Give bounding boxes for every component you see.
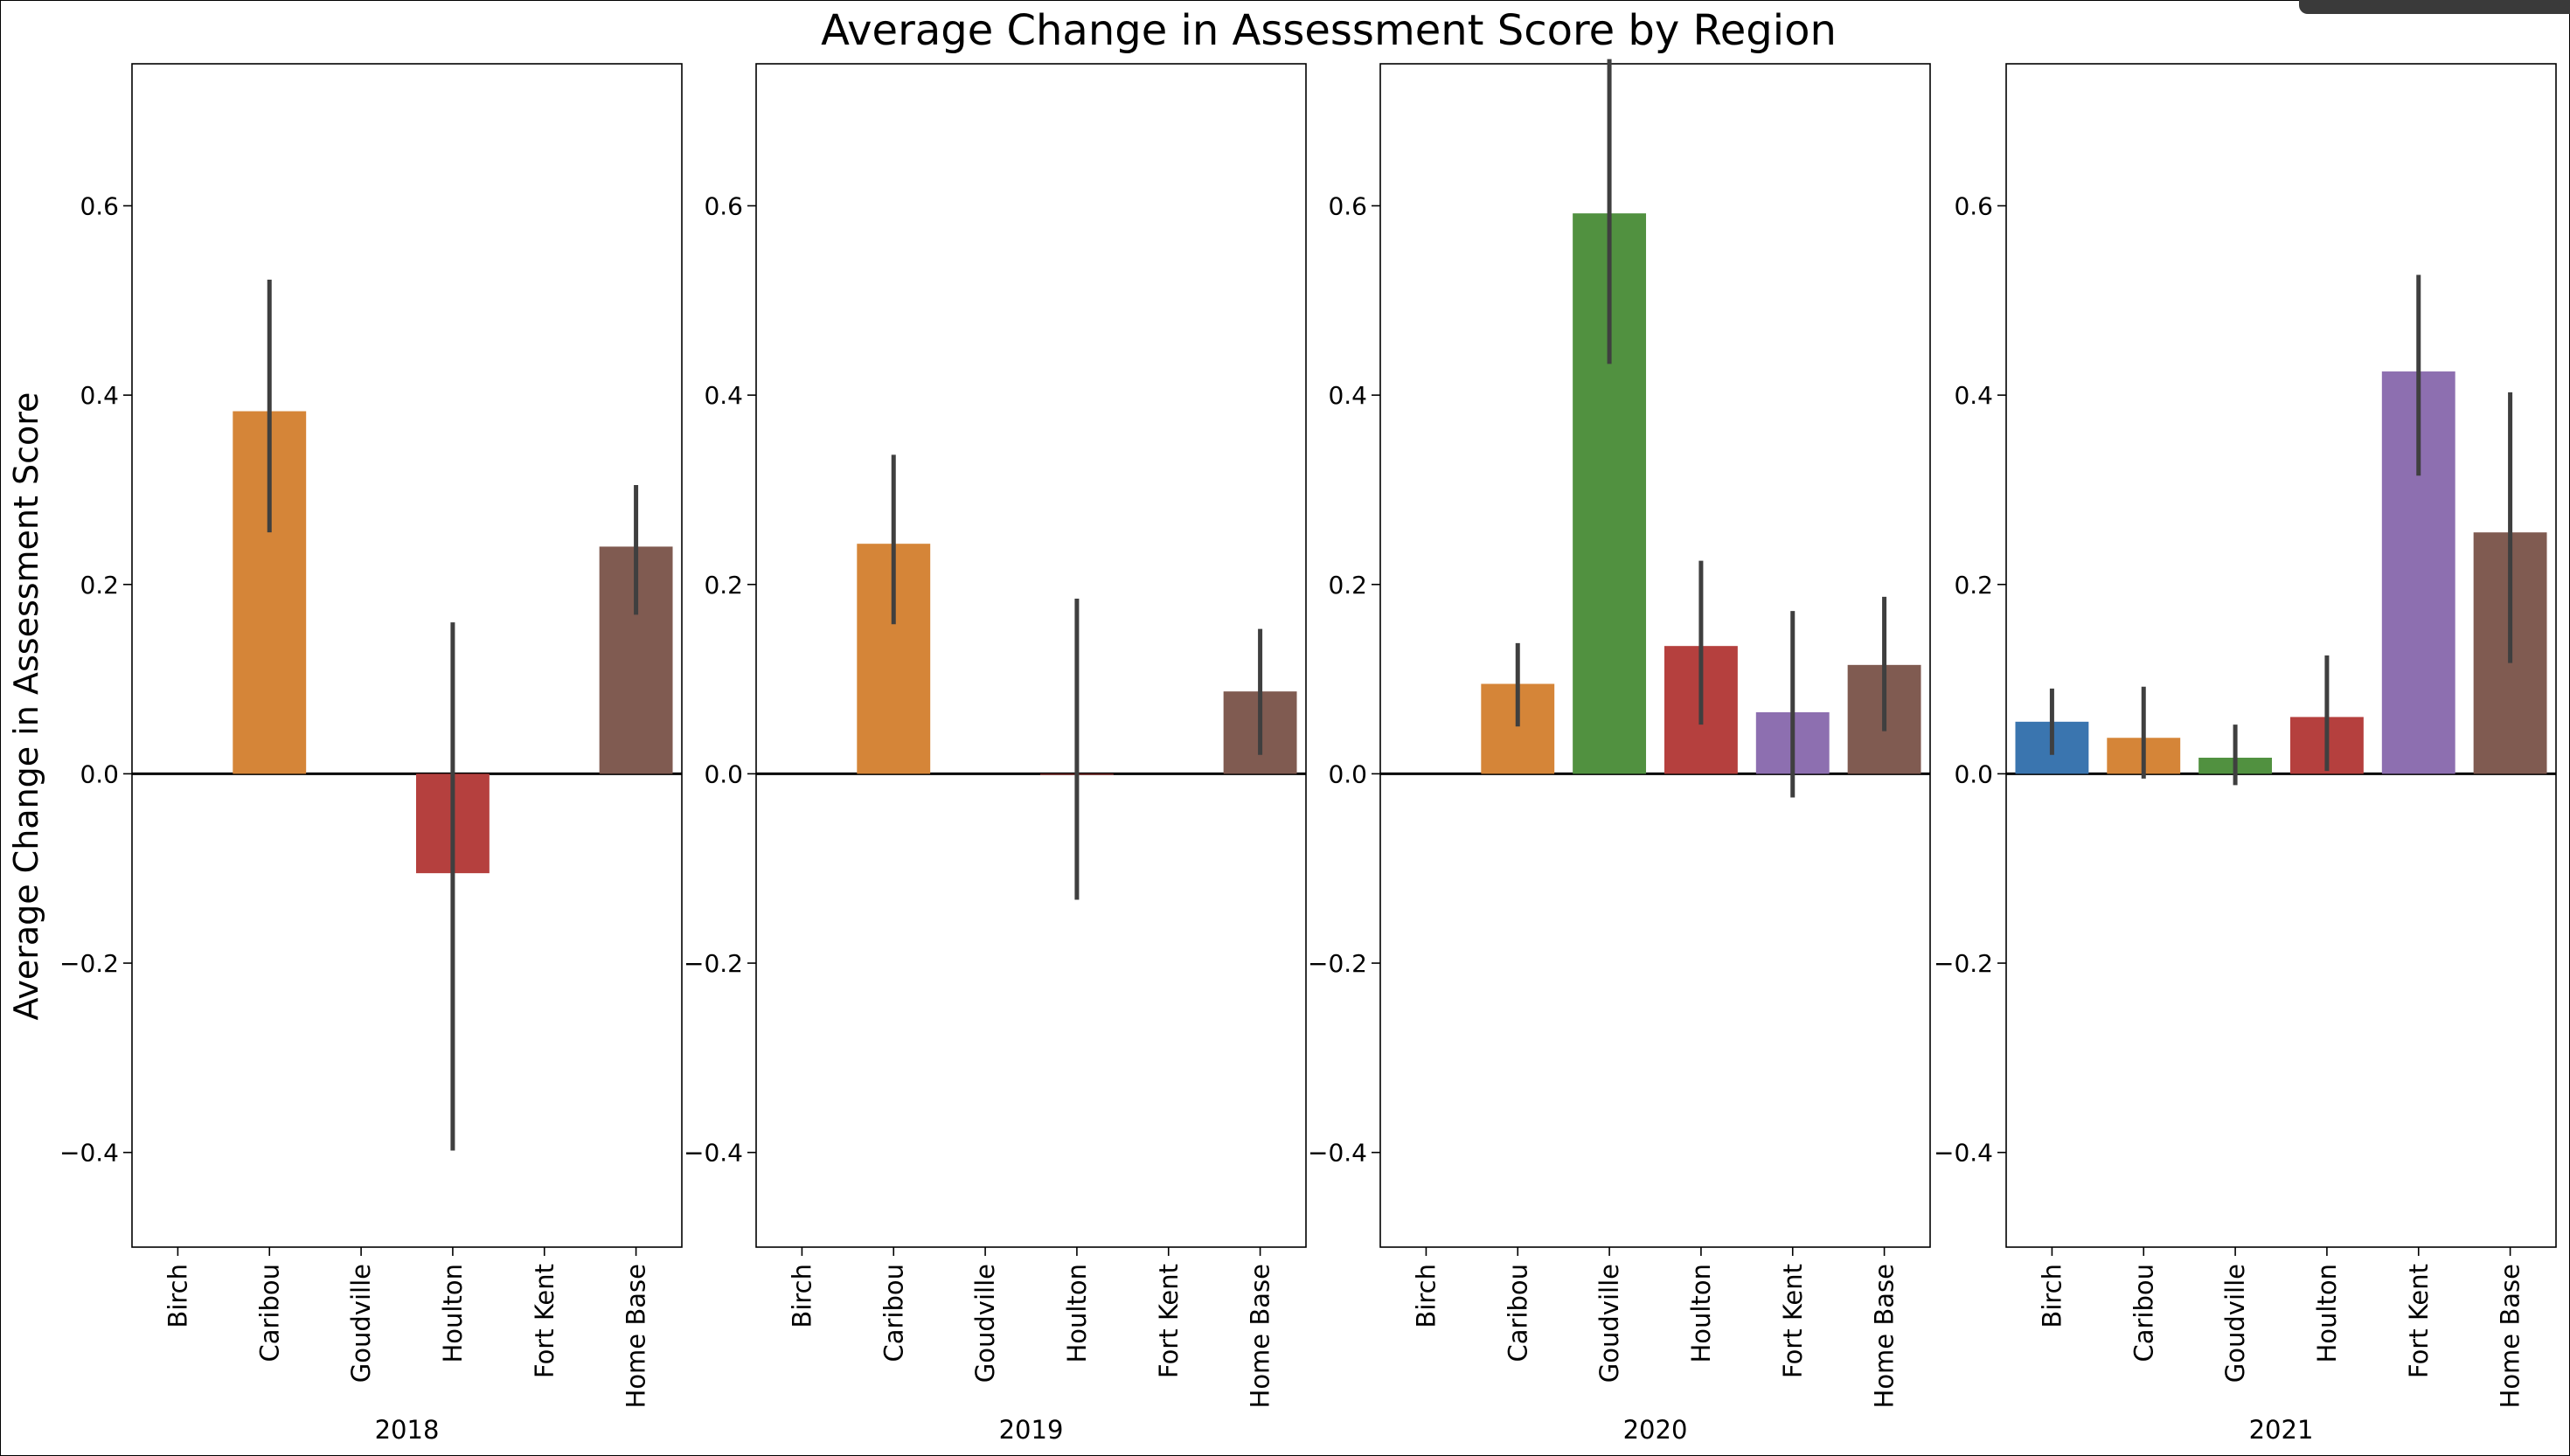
category-label: Goudville bbox=[970, 1264, 1000, 1383]
panel-xlabel: 2018 bbox=[375, 1415, 440, 1445]
category-label: Home Base bbox=[2496, 1264, 2525, 1408]
y-axis-label: Average Change in Assessment Score bbox=[7, 392, 45, 1021]
category-label: Goudville bbox=[346, 1264, 376, 1383]
y-tick-label: 0.4 bbox=[704, 381, 743, 410]
axes-frame bbox=[1379, 63, 1931, 1248]
category-label: Caribou bbox=[254, 1264, 284, 1362]
panel-2018: −0.4 −0.2 0.0 0.2 0.4 0.6 Birch Caribou Goudvill… bbox=[59, 63, 683, 1445]
y-tick-label: 0.6 bbox=[80, 191, 119, 220]
category-label: Birch bbox=[2037, 1264, 2066, 1328]
category-label: Home Base bbox=[622, 1264, 651, 1408]
y-tick-label: −0.4 bbox=[1308, 1139, 1367, 1168]
y-tick-label: 0.2 bbox=[704, 571, 743, 600]
axes-frame bbox=[131, 63, 683, 1248]
y-tick-label: −0.2 bbox=[59, 949, 119, 978]
figure-toolbar[interactable] bbox=[2299, 0, 2570, 14]
y-tick-label: 0.4 bbox=[1954, 381, 1993, 410]
y-tick-label: 0.0 bbox=[80, 759, 119, 788]
category-label: Houlton bbox=[2312, 1264, 2342, 1362]
y-tick-label: −0.2 bbox=[684, 949, 743, 978]
category-label: Houlton bbox=[1062, 1264, 1092, 1362]
y-tick-label: 0.0 bbox=[1954, 759, 1993, 788]
y-tick-label: 0.0 bbox=[704, 759, 743, 788]
panel-xlabel: 2020 bbox=[1623, 1415, 1688, 1445]
y-tick-label: 0.6 bbox=[704, 191, 743, 220]
panel-2020: −0.4 −0.2 0.0 0.2 0.4 0.6 Birch Caribou Goudvill… bbox=[1308, 59, 1931, 1445]
y-tick-label: −0.4 bbox=[684, 1139, 743, 1168]
y-tick-label: 0.6 bbox=[1954, 191, 1993, 220]
y-tick-label: 0.4 bbox=[80, 381, 119, 410]
category-label: Birch bbox=[787, 1264, 816, 1328]
category-label: Houlton bbox=[1686, 1264, 1716, 1362]
category-label: Goudville bbox=[2220, 1264, 2250, 1383]
category-label: Home Base bbox=[1246, 1264, 1275, 1408]
panel-2019: −0.4 −0.2 0.0 0.2 0.4 0.6 Birch Caribou Goudvill… bbox=[684, 63, 1307, 1445]
y-tick-label: 0.2 bbox=[1954, 571, 1993, 600]
y-tick-label: 0.2 bbox=[80, 571, 119, 600]
category-label: Home Base bbox=[1870, 1264, 1900, 1408]
category-label: Caribou bbox=[1503, 1264, 1532, 1362]
y-tick-label: 0.2 bbox=[1328, 571, 1367, 600]
y-tick-label: −0.2 bbox=[1308, 949, 1367, 978]
panel-2021: −0.4 −0.2 0.0 0.2 0.4 0.6 Birch Caribou Goudvill… bbox=[1934, 63, 2557, 1445]
chart-title: Average Change in Assessment Score by Re… bbox=[821, 6, 1837, 55]
y-tick-label: 0.4 bbox=[1328, 381, 1367, 410]
y-tick-label: 0.6 bbox=[1328, 191, 1367, 220]
category-label: Goudville bbox=[1594, 1264, 1624, 1383]
panel-xlabel: 2019 bbox=[999, 1415, 1064, 1445]
y-tick-label: −0.2 bbox=[1934, 949, 1993, 978]
category-label: Fort Kent bbox=[2404, 1264, 2434, 1378]
y-tick-label: 0.0 bbox=[1328, 759, 1367, 788]
category-label: Fort Kent bbox=[1778, 1264, 1808, 1378]
category-label: Birch bbox=[1411, 1264, 1441, 1328]
category-label: Fort Kent bbox=[530, 1264, 559, 1378]
category-label: Caribou bbox=[879, 1264, 908, 1362]
y-tick-label: −0.4 bbox=[59, 1139, 119, 1168]
category-label: Houlton bbox=[438, 1264, 468, 1362]
category-label: Caribou bbox=[2129, 1264, 2158, 1362]
chart-panels: −0.4 −0.2 0.0 0.2 0.4 0.6 Birch Caribou Goudvill… bbox=[59, 59, 2557, 1445]
category-label: Fort Kent bbox=[1154, 1264, 1184, 1378]
panel-xlabel: 2021 bbox=[2249, 1415, 2314, 1445]
axes-frame bbox=[2005, 63, 2557, 1248]
y-tick-label: −0.4 bbox=[1934, 1139, 1993, 1168]
category-label: Birch bbox=[163, 1264, 192, 1328]
axes-frame bbox=[755, 63, 1307, 1248]
